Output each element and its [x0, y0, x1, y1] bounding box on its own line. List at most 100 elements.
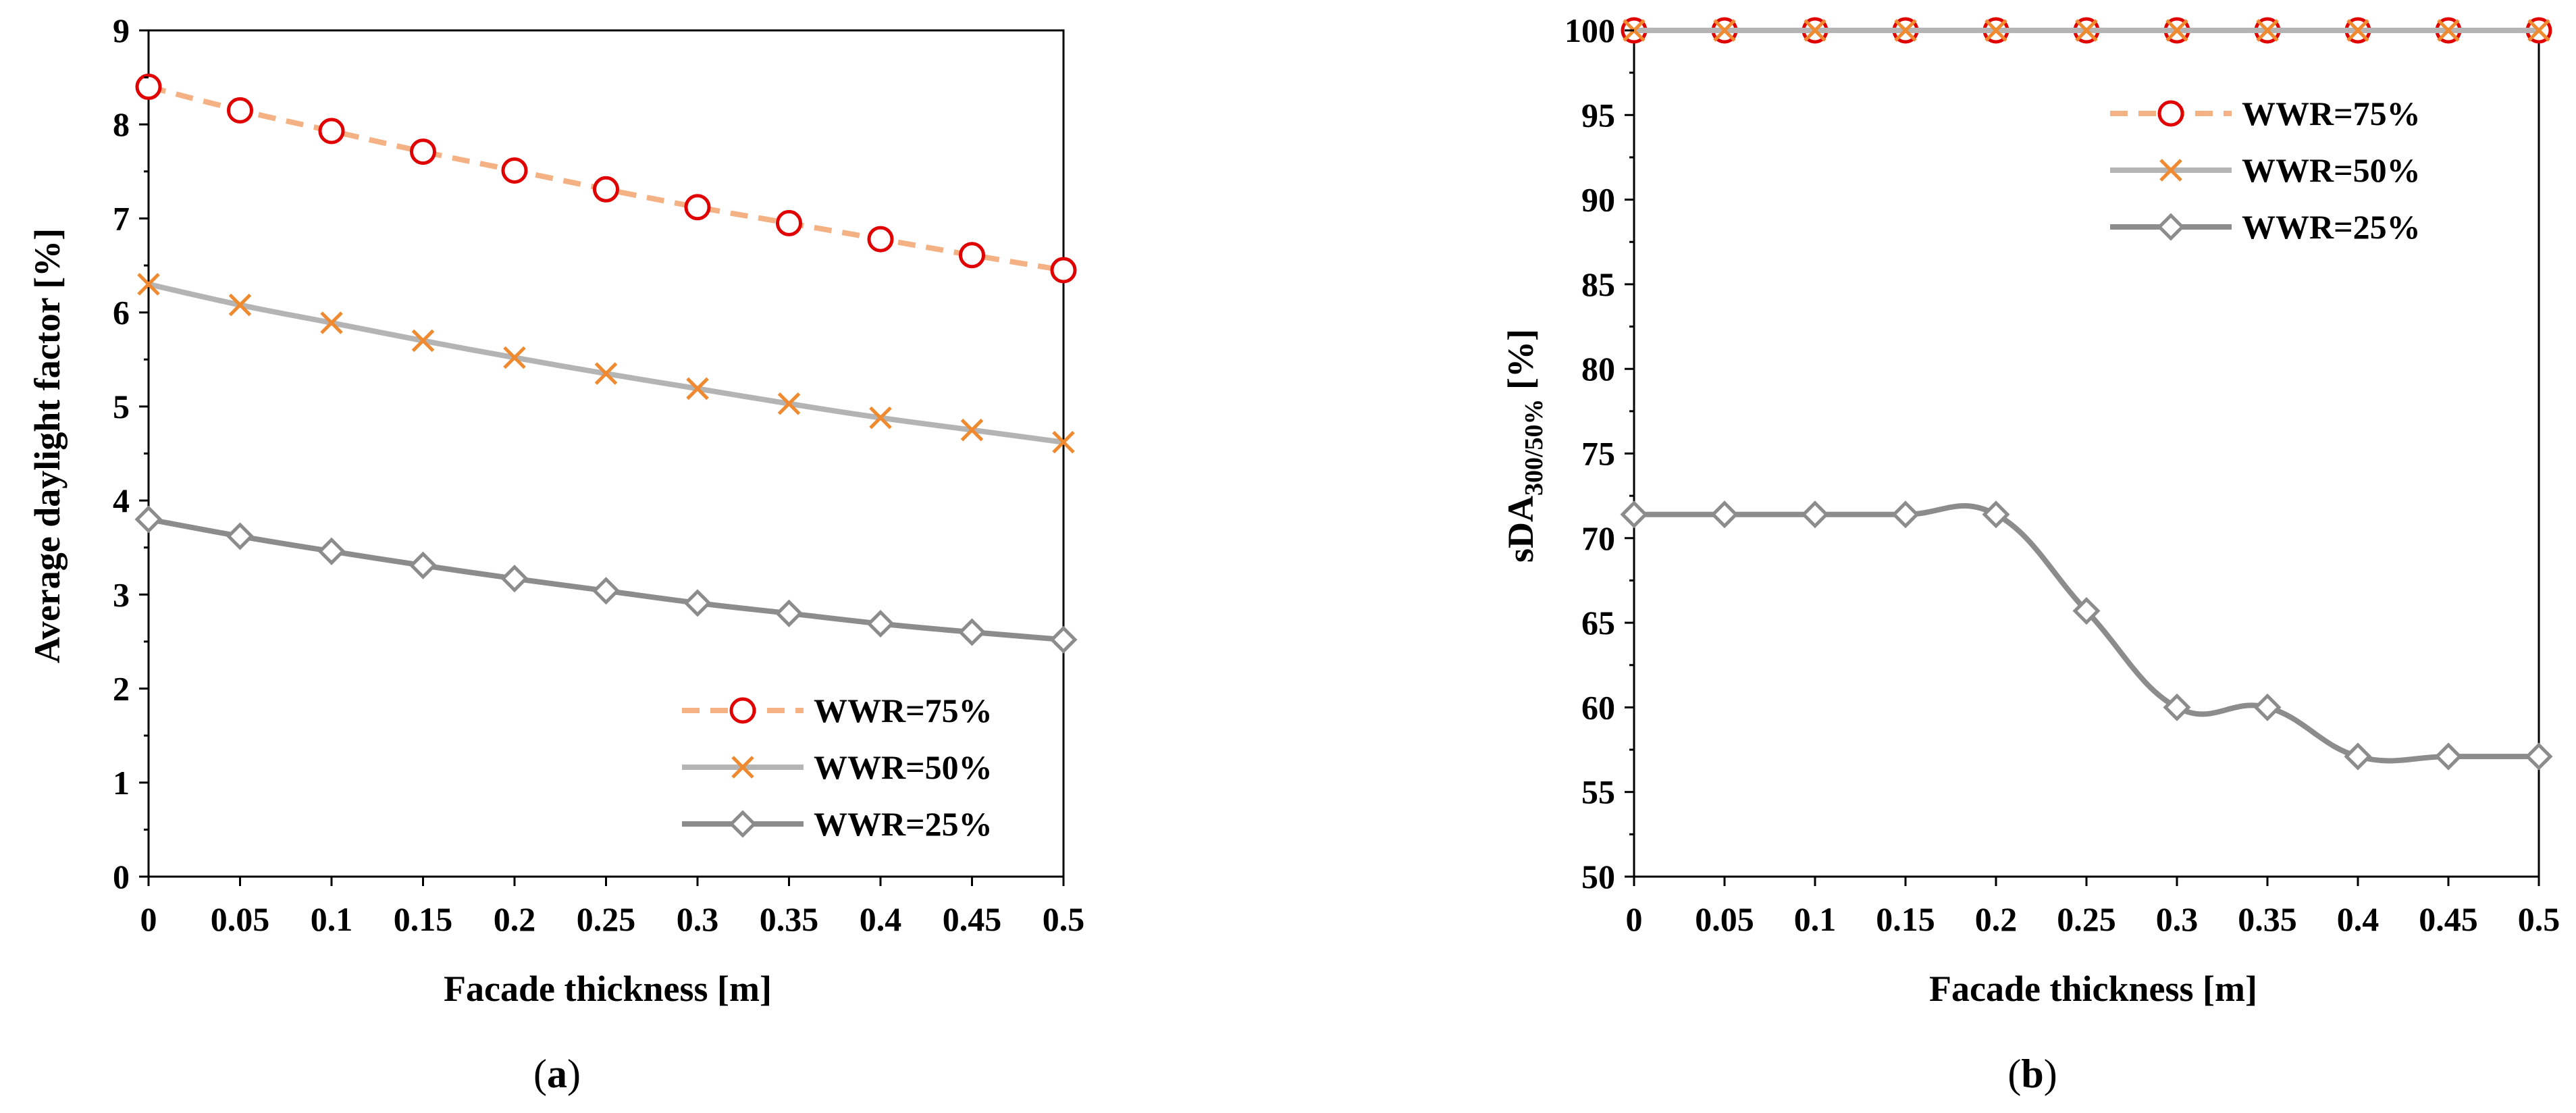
b-x-tick-label: 0.35: [2238, 900, 2297, 938]
chart-a-x-axis-label: Facade thickness [m]: [444, 968, 772, 1009]
b-x-tick-label: 0.5: [2518, 900, 2560, 938]
a-series-1-point-6-stroke-2: [686, 377, 709, 400]
b-y-tick-label: 90: [1581, 181, 1615, 219]
b-series-2-point-10: [2525, 742, 2553, 771]
b-series-2-point-5: [2072, 597, 2101, 625]
a-y-tick-label: 5: [113, 388, 130, 425]
a-x-tick-label: 0.45: [943, 900, 1002, 938]
a-series-1-point-10: [1052, 431, 1075, 454]
a-series-2-point-1: [226, 522, 255, 550]
b-series-1-point-1-stroke-2: [1713, 19, 1736, 42]
chart-b-caption-letter: b: [2021, 1052, 2043, 1096]
b-x-tick-label: 0.3: [2156, 900, 2199, 938]
a-y-tick-label: 6: [113, 294, 130, 332]
b-x-tick-label: 0.05: [1695, 900, 1754, 938]
b-series-2-point-2: [1801, 500, 1829, 529]
a-series-1-point-4: [503, 346, 526, 369]
a-x-tick-label: 0.35: [760, 900, 819, 938]
b-series-1-point-3: [1894, 19, 1917, 42]
b-series-2-point-4: [1982, 500, 2010, 529]
b-legend-label-0: WWR=75%: [2242, 95, 2421, 132]
b-series-2-point-3: [1891, 500, 1920, 529]
a-x-tick-label: 0.4: [860, 900, 902, 938]
a-series-1-point-1: [228, 293, 252, 317]
b-series-1-point-4: [1984, 19, 2007, 42]
chart-b-caption-open: (: [2007, 1052, 2021, 1096]
chart-b-caption-close: ): [2044, 1052, 2057, 1096]
a-y-tick-label: 7: [113, 199, 130, 237]
b-series-1-point-9-stroke-2: [2437, 19, 2460, 42]
a-x-tick-label: 0.1: [311, 900, 353, 938]
a-series-2-point-0: [134, 505, 163, 534]
a-legend-marker-1-stroke-2: [731, 756, 754, 779]
a-series-0-point-10: [1050, 257, 1077, 284]
a-series-1-point-0-stroke-2: [137, 273, 160, 296]
a-series-1-point-2: [320, 311, 343, 334]
b-y-tick-label: 70: [1581, 519, 1615, 557]
a-series-line-1: [148, 281, 1064, 445]
a-series-2-point-5: [592, 577, 621, 605]
b-series-1-point-1: [1713, 19, 1736, 42]
a-series-0-point-8: [867, 226, 894, 253]
chart-b-y-axis-label: sDA300/50% [%]: [1500, 329, 1548, 563]
b-series-1-point-10: [2527, 19, 2550, 42]
a-series-2-point-2: [317, 537, 346, 565]
chart-a-legend: WWR=75% WWR=50% WWR=25%: [682, 692, 993, 843]
b-series-1-point-5: [2075, 19, 2098, 42]
a-series-2-point-3: [409, 551, 438, 579]
chart-a-series: [134, 74, 1078, 654]
a-series-1-point-1-stroke-2: [228, 293, 252, 317]
chart-b-y-axis-label-unit: [%]: [1500, 329, 1541, 398]
a-series-1-point-0: [137, 273, 160, 296]
a-series-1-point-10-stroke-2: [1052, 431, 1075, 454]
a-series-2-point-6: [683, 589, 712, 617]
b-legend-marker-1-stroke-2: [2159, 159, 2182, 182]
b-y-tick-label: 95: [1581, 96, 1615, 134]
b-series-1-point-2-stroke-2: [1804, 19, 1826, 42]
chart-a-caption: (a): [533, 1052, 581, 1096]
chart-a-y-axis-label: Average daylight factor [%]: [27, 228, 68, 663]
b-y-tick-label: 55: [1581, 773, 1615, 811]
b-x-tick-label: 0.1: [1794, 900, 1837, 938]
chart-a-y-ticks: 0 1 2 3 4 5 6 7 8 9: [113, 11, 149, 896]
chart-b-caption: (b): [2007, 1052, 2057, 1096]
b-y-tick-label: 75: [1581, 435, 1615, 473]
b-x-tick-label: 0: [1626, 900, 1643, 938]
a-legend-label-2: WWR=25%: [814, 805, 993, 843]
a-y-tick-label: 9: [113, 11, 130, 49]
chart-a-caption-close: ): [567, 1052, 581, 1096]
a-series-0-point-7: [776, 209, 802, 236]
b-y-tick-label: 50: [1581, 858, 1615, 896]
chart-b-y-axis-label-main: sDA: [1500, 496, 1541, 563]
chart-b-y-axis-label-sub: 300/50%: [1520, 398, 1548, 496]
a-series-1-point-6: [686, 377, 709, 400]
b-y-tick-label: 60: [1581, 688, 1615, 726]
b-series-1-point-6: [2165, 19, 2188, 42]
a-series-2-point-7: [774, 599, 804, 627]
chart-b-series: [1620, 17, 2553, 771]
b-series-1-point-7: [2256, 19, 2279, 42]
a-x-tick-label: 0.05: [211, 900, 270, 938]
b-series-1-point-4-stroke-2: [1984, 19, 2007, 42]
a-y-tick-label: 0: [113, 858, 130, 896]
a-series-1-point-7: [777, 392, 801, 415]
b-legend-marker-0: [2157, 100, 2184, 127]
a-series-0-point-0: [135, 74, 162, 101]
b-x-tick-label: 0.2: [1975, 900, 2018, 938]
a-series-0-point-3: [410, 138, 436, 165]
b-series-1-point-6-stroke-2: [2165, 19, 2188, 42]
b-y-tick-label: 85: [1581, 265, 1615, 303]
b-series-1-point-8-stroke-2: [2346, 19, 2369, 42]
b-series-2-point-0: [1620, 500, 1648, 529]
a-legend-marker-2: [729, 810, 757, 838]
b-legend-label-2: WWR=25%: [2242, 208, 2421, 246]
chart-b-y-ticks: 50 55 60 65 70 75 80 85 90 95 100: [1565, 11, 1634, 896]
b-legend-marker-2: [2157, 213, 2185, 241]
a-series-0-point-6: [684, 194, 711, 221]
b-series-2-point-8: [2344, 742, 2372, 771]
b-series-1-point-10-stroke-2: [2527, 19, 2550, 42]
a-legend-marker-1: [731, 756, 754, 779]
a-series-2-point-9: [957, 618, 987, 646]
a-series-1-point-9: [960, 418, 984, 442]
